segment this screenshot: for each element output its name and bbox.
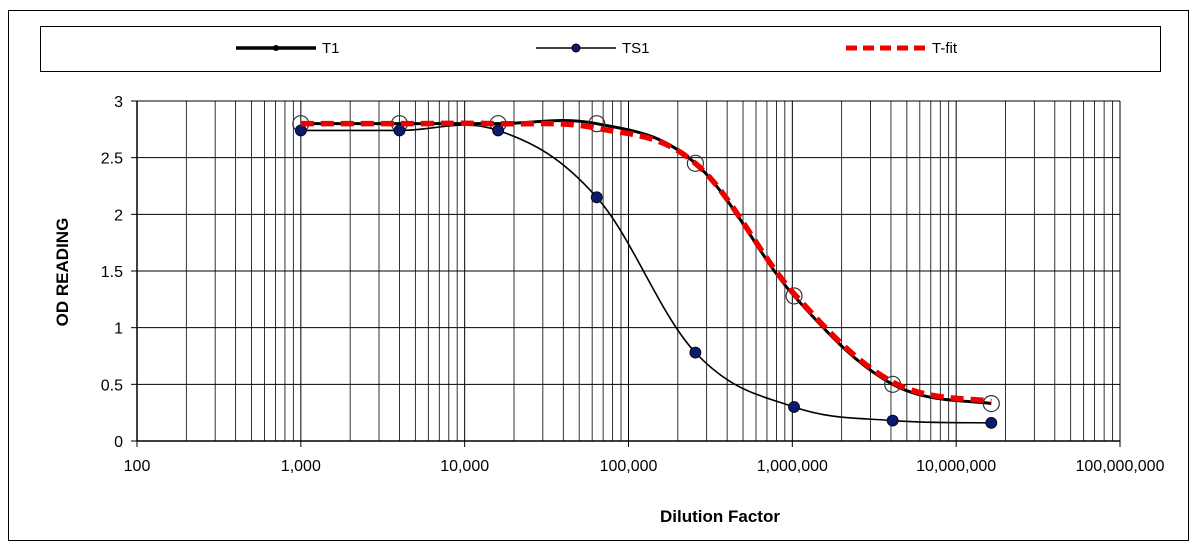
legend-item-tfit: T-fit: [846, 40, 958, 57]
data-point-t1: [588, 115, 606, 133]
legend-item-ts1: TS1: [536, 40, 650, 57]
axes: [131, 100, 1121, 447]
x-tick-label: 10,000: [440, 458, 489, 475]
y-tick-label: 0: [114, 434, 123, 451]
y-tick-label: 1.5: [101, 264, 123, 281]
x-tick-label: 100: [124, 458, 151, 475]
y-tick-labels: 0 0.5 1 1.5 2 2.5 3: [101, 94, 123, 451]
x-axis-title: Dilution Factor: [660, 507, 780, 526]
legend-label-t1: T1: [322, 40, 340, 57]
series-layer: [292, 115, 1000, 429]
legend-marker-ts1: [571, 43, 581, 53]
x-tick-label: 10,000,000: [916, 458, 996, 475]
legend-marker-t1: [273, 45, 279, 51]
x-tick-label: 1,000,000: [757, 458, 828, 475]
data-point-ts1: [590, 191, 603, 204]
y-tick-label: 3: [114, 94, 123, 111]
series-tfit: [300, 120, 992, 405]
legend-label-ts1: TS1: [622, 40, 650, 57]
data-point-t1: [982, 395, 1000, 413]
y-tick-label: 2.5: [101, 151, 123, 168]
series-line-ts1: [300, 124, 992, 424]
legend-box: [40, 26, 1161, 72]
data-point-t1: [686, 154, 704, 172]
data-point-ts1: [393, 124, 406, 137]
x-tick-label: 100,000: [600, 458, 658, 475]
x-tick-labels: 100 1,000 10,000 100,000 1,000,000 10,000,000…: [124, 458, 1165, 475]
data-point-ts1: [788, 401, 800, 413]
data-point-ts1: [689, 346, 702, 359]
y-tick-label: 2: [114, 207, 123, 224]
series-line-tfit: [300, 120, 992, 405]
y-tick-label: 0.5: [101, 377, 123, 394]
data-point-ts1: [294, 124, 307, 137]
data-point-ts1: [492, 124, 505, 137]
y-tick-label: 1: [114, 321, 123, 338]
data-point-t1: [785, 287, 803, 305]
x-tick-label: 100,000,000: [1076, 458, 1165, 475]
data-point-ts1: [985, 416, 998, 429]
legend-label-tfit: T-fit: [932, 40, 958, 57]
x-tick-label: 1,000: [281, 458, 321, 475]
legend-item-t1: T1: [236, 40, 340, 57]
y-axis-title: OD READING: [53, 218, 72, 327]
data-point-ts1: [886, 414, 899, 427]
chart-frame: [8, 10, 1189, 541]
legend: T1 TS1 T-fit: [40, 26, 1161, 72]
